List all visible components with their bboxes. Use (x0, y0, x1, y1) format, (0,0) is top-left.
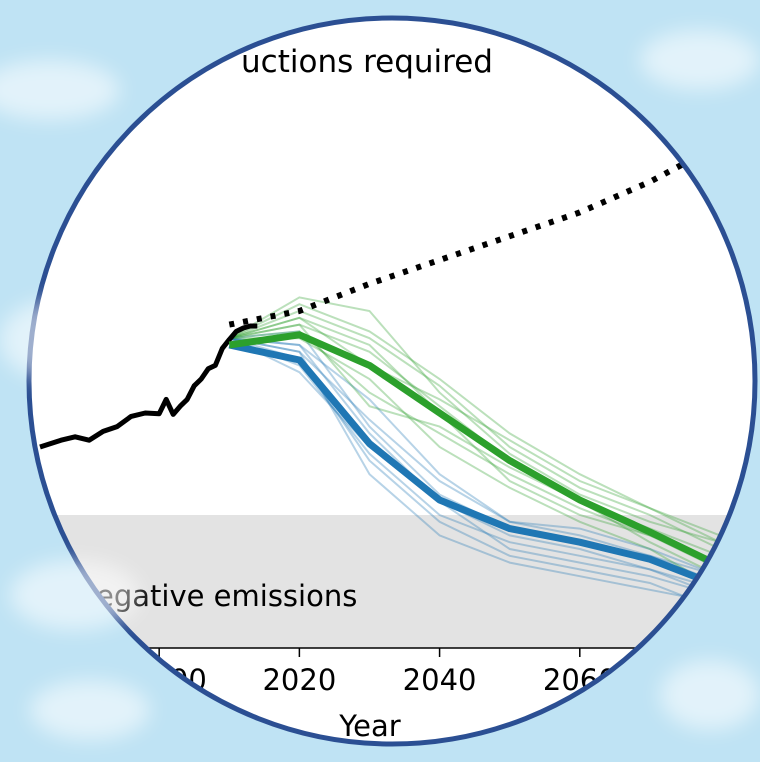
green-ensemble-line (228, 296, 721, 544)
negative-emissions-region (29, 515, 755, 648)
green-ensemble-line (229, 316, 721, 544)
blue-scenario-mean-line (228, 341, 722, 590)
x-tick-label: 2020 (262, 663, 336, 697)
magnifier-ring (26, 15, 758, 747)
cloud (660, 660, 760, 730)
blue-ensemble-line (229, 337, 721, 578)
chart-title: uctions required (241, 44, 493, 80)
x-axis-label: Year (338, 709, 400, 743)
blue-ensemble-line (228, 337, 721, 598)
blue-ensemble-line (228, 337, 721, 591)
green-ensemble-line (228, 309, 721, 550)
green-ensemble-line (229, 316, 721, 564)
series-lines (39, 141, 722, 590)
x-tick-label: 000 (151, 663, 206, 697)
green-ensemble-line (228, 303, 721, 537)
blue-ensemble-line (229, 337, 721, 578)
green-scenario-mean-line (228, 331, 722, 570)
cloud (0, 300, 110, 380)
cloud (0, 60, 120, 120)
green-ensemble-line (229, 337, 721, 591)
historical-emissions-line (39, 323, 258, 450)
blue-ensemble-line (229, 337, 721, 598)
x-tick-label: 2040 (403, 663, 477, 697)
cloud (30, 680, 150, 740)
cloud (640, 30, 760, 90)
cloud (10, 560, 140, 630)
ensemble-lines (228, 296, 721, 612)
